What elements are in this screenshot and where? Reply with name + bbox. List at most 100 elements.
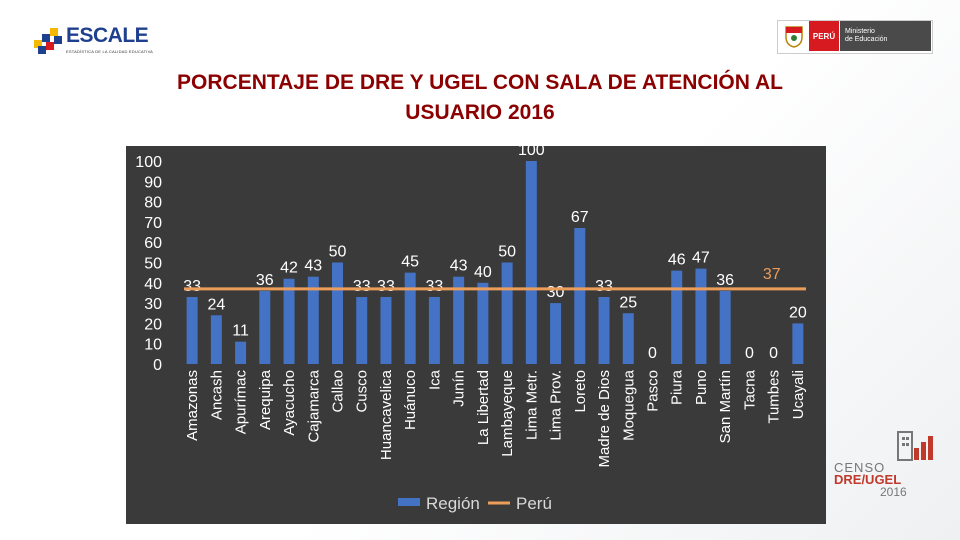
bar bbox=[550, 303, 562, 364]
y-tick-label: 40 bbox=[144, 276, 162, 293]
censo-logo: CENSO DRE/UGEL 2016 bbox=[834, 428, 944, 508]
ministry-label: Ministerio de Educación bbox=[840, 21, 931, 51]
data-label: 43 bbox=[450, 258, 468, 275]
x-tick-label: Loreto bbox=[572, 370, 589, 413]
legend-swatch-region bbox=[398, 498, 420, 506]
bar bbox=[235, 341, 247, 364]
x-tick-label: Pasco bbox=[644, 370, 661, 412]
legend-label-peru: Perú bbox=[516, 494, 552, 513]
x-tick-label: Ica bbox=[426, 369, 443, 390]
data-label: 0 bbox=[648, 345, 657, 362]
x-tick-label: Lima Metr. bbox=[523, 370, 540, 440]
y-tick-label: 30 bbox=[144, 296, 162, 313]
x-tick-label: Moquegua bbox=[620, 369, 637, 441]
x-tick-label: Cusco bbox=[354, 370, 371, 413]
bar bbox=[307, 276, 319, 364]
bar bbox=[380, 297, 392, 364]
escale-logo-icon bbox=[34, 28, 62, 54]
censo-year-text: 2016 bbox=[880, 485, 907, 499]
y-tick-label: 80 bbox=[144, 195, 162, 212]
bar-chart: 0 10 20 30 40 50 60 70 80 90 100 33 Amazonas 24 Ancash… bbox=[135, 146, 807, 513]
bar bbox=[792, 323, 804, 364]
bar bbox=[356, 297, 368, 364]
peru-label: PERÚ bbox=[809, 21, 839, 51]
chart-title-line-2: USUARIO 2016 bbox=[405, 101, 555, 124]
data-label: 33 bbox=[183, 278, 201, 295]
bar bbox=[671, 270, 683, 364]
data-label: 40 bbox=[474, 264, 492, 281]
x-tick-label: Tacna bbox=[741, 369, 758, 410]
data-label: 0 bbox=[769, 345, 778, 362]
x-tick-label: Lima Prov. bbox=[548, 370, 565, 441]
data-label: 0 bbox=[745, 345, 754, 362]
bar bbox=[622, 313, 634, 364]
escale-logo: ESCALE ESTADÍSTICA DE LA CALIDAD EDUCATI… bbox=[32, 22, 192, 60]
bar bbox=[283, 278, 295, 364]
peru-line-label: 37 bbox=[763, 266, 781, 283]
bar bbox=[695, 268, 707, 364]
bar bbox=[598, 297, 610, 364]
x-tick-label: La Libertad bbox=[475, 370, 492, 445]
coat-of-arms-icon bbox=[785, 26, 803, 48]
censo-building-icon bbox=[897, 431, 933, 461]
data-label: 46 bbox=[668, 252, 686, 269]
data-label: 67 bbox=[571, 209, 589, 226]
chart-title-line-1: PORCENTAJE DE DRE Y UGEL CON SALA DE ATE… bbox=[177, 71, 783, 94]
bar bbox=[331, 262, 343, 364]
chart-panel bbox=[126, 146, 826, 524]
y-tick-label: 20 bbox=[144, 316, 162, 333]
x-tick-label: Madre de Dios bbox=[596, 370, 613, 468]
x-tick-label: Piura bbox=[669, 369, 686, 405]
x-tick-label: Puno bbox=[693, 370, 710, 405]
data-label: 33 bbox=[426, 278, 444, 295]
x-tick-label: Amazonas bbox=[184, 370, 201, 441]
legend-label-region: Región bbox=[426, 494, 480, 513]
data-label: 43 bbox=[304, 258, 322, 275]
x-tick-label: Apurímac bbox=[233, 370, 250, 435]
data-label: 47 bbox=[692, 250, 710, 267]
x-tick-label: Cajamarca bbox=[305, 369, 322, 442]
escale-logo-text: ESCALE bbox=[66, 24, 149, 47]
x-tick-label: Ancash bbox=[208, 370, 225, 420]
escale-tagline: ESTADÍSTICA DE LA CALIDAD EDUCATIVA bbox=[66, 49, 154, 54]
data-label: 100 bbox=[518, 146, 545, 159]
data-label: 33 bbox=[595, 278, 613, 295]
bar bbox=[574, 227, 586, 364]
data-label: 25 bbox=[619, 294, 637, 311]
y-tick-label: 60 bbox=[144, 235, 162, 252]
data-label: 50 bbox=[329, 244, 347, 261]
data-label: 20 bbox=[789, 304, 807, 321]
data-label: 30 bbox=[547, 284, 565, 301]
bar bbox=[428, 297, 440, 364]
bar bbox=[404, 272, 416, 364]
bar bbox=[477, 282, 489, 364]
y-tick-label: 50 bbox=[144, 256, 162, 273]
x-tick-label: Junín bbox=[451, 370, 468, 407]
x-tick-label: Huánuco bbox=[402, 370, 419, 430]
data-label: 33 bbox=[353, 278, 371, 295]
x-tick-label: Ucayali bbox=[790, 370, 807, 419]
y-tick-label: 10 bbox=[144, 337, 162, 354]
censo-dre-ugel-text: DRE/UGEL bbox=[834, 472, 902, 487]
data-label: 33 bbox=[377, 278, 395, 295]
data-label: 11 bbox=[232, 323, 249, 340]
x-tick-label: Lambayeque bbox=[499, 370, 516, 457]
bar bbox=[525, 161, 537, 364]
y-tick-label: 70 bbox=[144, 215, 162, 232]
ministry-logo: PERÚ Ministerio de Educación bbox=[777, 20, 933, 54]
data-label: 36 bbox=[716, 272, 734, 289]
x-tick-label: Callao bbox=[329, 370, 346, 413]
y-tick-label: 0 bbox=[153, 357, 162, 374]
y-tick-label: 90 bbox=[144, 174, 162, 191]
y-tick-label: 100 bbox=[135, 154, 162, 171]
x-tick-label: Tumbes bbox=[766, 370, 783, 424]
bar bbox=[186, 297, 198, 364]
bar bbox=[501, 262, 513, 364]
x-tick-label: San Martín bbox=[717, 370, 734, 443]
x-tick-label: Ayacucho bbox=[281, 370, 298, 436]
censo-text: CENSO bbox=[834, 460, 886, 475]
data-label: 50 bbox=[498, 244, 516, 261]
x-tick-label: Huancavelica bbox=[378, 369, 395, 460]
x-tick-label: Arequipa bbox=[257, 369, 274, 430]
bar bbox=[210, 315, 222, 364]
